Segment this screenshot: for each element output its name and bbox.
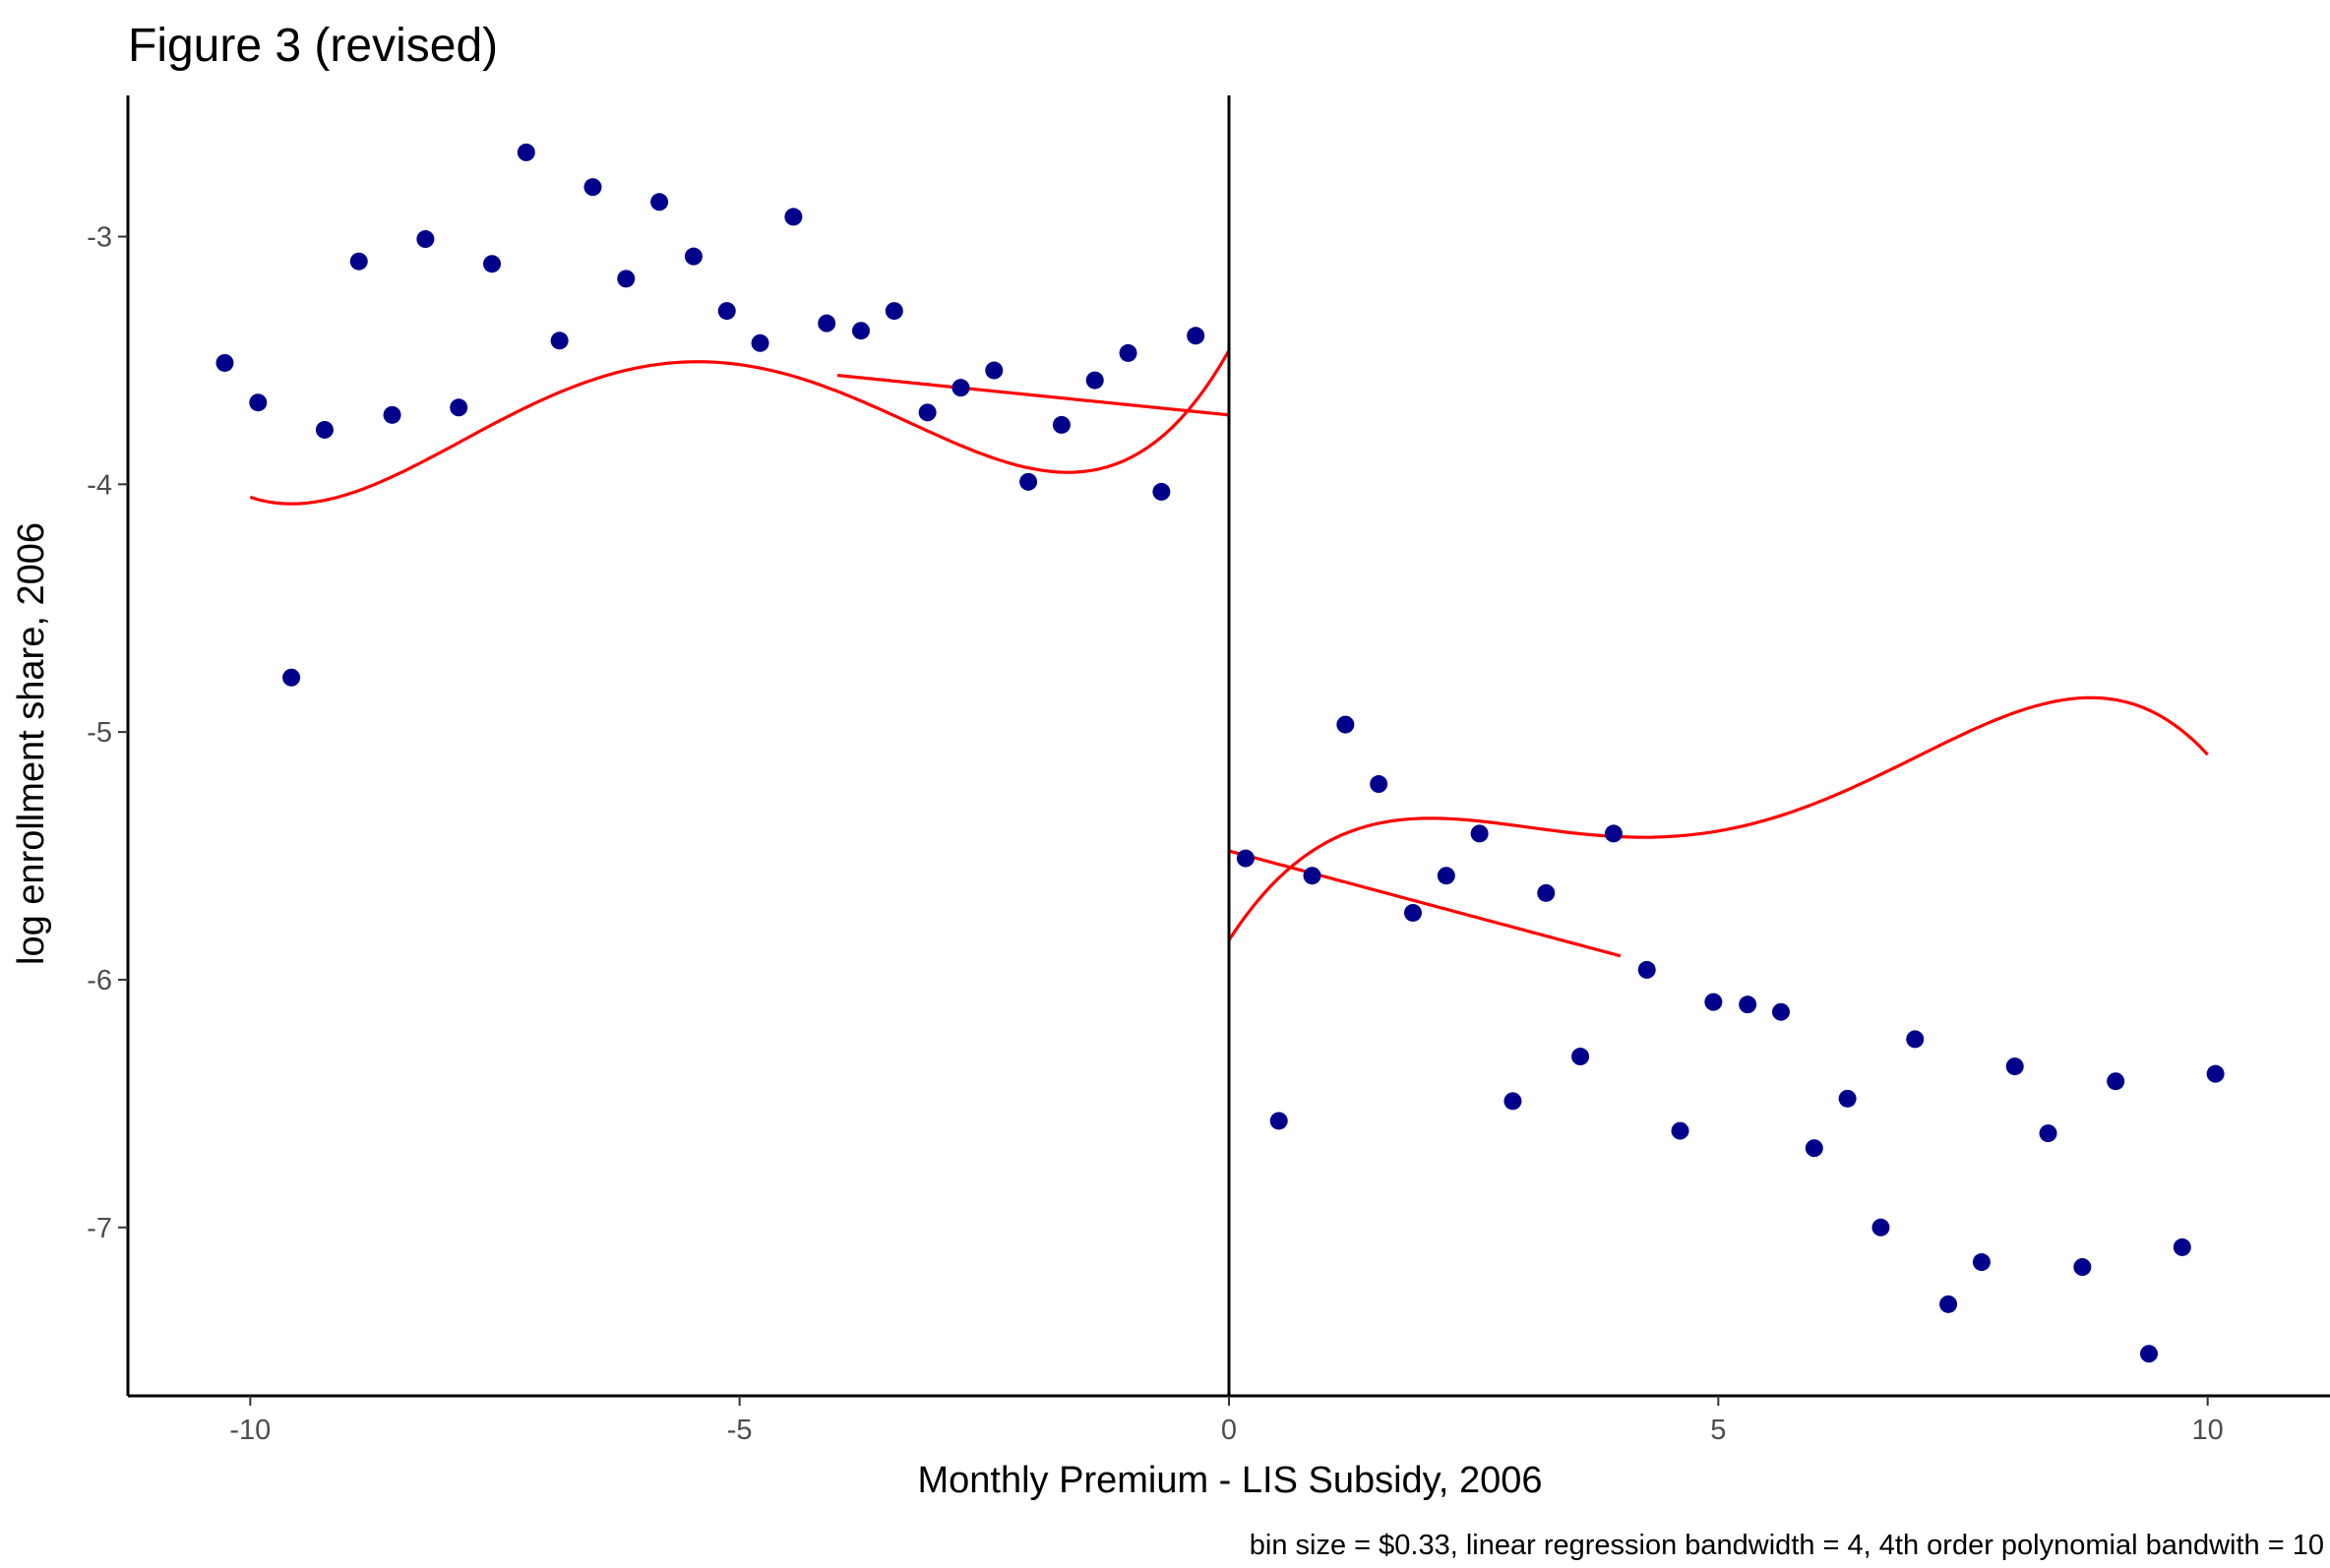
data-point	[1236, 849, 1255, 868]
data-point	[2073, 1258, 2092, 1277]
data-point	[1537, 883, 1556, 902]
data-point	[2139, 1345, 2158, 1363]
fit-line-poly4-left	[249, 349, 1231, 506]
data-point	[1604, 824, 1623, 843]
data-point	[918, 403, 937, 422]
data-point	[1303, 867, 1321, 885]
data-point	[1805, 1139, 1823, 1158]
data-point	[1571, 1048, 1590, 1066]
data-point	[1437, 867, 1455, 885]
y-tick-label: -7	[87, 1213, 112, 1244]
data-point	[1152, 482, 1171, 501]
data-point	[1739, 995, 1757, 1014]
data-point	[2039, 1124, 2057, 1143]
x-axis-ticks: -10 -5 0 5 10	[229, 1396, 2224, 1446]
data-point	[1771, 1002, 1790, 1021]
data-point	[1470, 824, 1489, 843]
y-axis-ticks: -3 -4 -5 -6 -7	[87, 222, 128, 1244]
x-axis-title: Monthly Premium - LIS Subsidy, 2006	[917, 1460, 1542, 1501]
y-tick-label: -5	[87, 717, 112, 749]
data-point	[315, 420, 334, 439]
data-point	[2173, 1237, 2191, 1256]
data-point	[416, 230, 435, 249]
data-point	[784, 208, 803, 226]
data-point	[2107, 1072, 2125, 1091]
y-axis-title: log enrollment share, 2006	[11, 522, 52, 965]
x-tick-label: 10	[2192, 1415, 2224, 1446]
data-point	[985, 361, 1004, 380]
data-point	[1838, 1089, 1857, 1108]
data-point	[1871, 1218, 1890, 1236]
data-point	[1503, 1092, 1522, 1111]
data-point	[1972, 1253, 1991, 1272]
data-point	[1187, 327, 1205, 345]
data-point	[2005, 1057, 2024, 1076]
x-tick-label: 0	[1221, 1415, 1237, 1446]
fit-line-linear-right	[1228, 849, 1622, 958]
data-point	[517, 143, 535, 161]
chart-caption: bin size = $0.33, linear regression band…	[1250, 1530, 2324, 1561]
data-point	[1370, 775, 1388, 794]
data-point	[1637, 960, 1656, 979]
data-point	[2206, 1064, 2225, 1083]
data-point	[1119, 343, 1137, 362]
data-point	[1269, 1112, 1288, 1130]
data-point	[852, 322, 871, 340]
fit-lines	[249, 349, 2209, 958]
data-point	[751, 333, 769, 352]
data-point	[650, 193, 669, 211]
x-tick-label: 5	[1710, 1415, 1726, 1446]
data-point	[349, 252, 368, 271]
data-point	[1336, 715, 1355, 734]
data-point	[1403, 903, 1422, 922]
data-point	[483, 255, 502, 273]
data-point	[1052, 415, 1071, 434]
data-point	[1939, 1295, 1958, 1313]
data-point	[215, 353, 234, 372]
data-point	[717, 302, 736, 321]
y-tick-label: -4	[87, 469, 112, 501]
x-tick-label: -10	[229, 1415, 271, 1446]
chart-title: Figure 3 (revised)	[128, 20, 498, 72]
fit-line-linear-left	[836, 373, 1230, 417]
data-point	[583, 178, 602, 197]
fit-line-poly4-right	[1227, 695, 2209, 941]
data-point	[885, 302, 903, 321]
data-point	[383, 405, 401, 424]
data-point	[1704, 993, 1723, 1011]
y-tick-label: -3	[87, 222, 112, 254]
y-tick-label: -6	[87, 965, 112, 996]
data-point	[249, 393, 268, 412]
x-tick-label: -5	[727, 1415, 753, 1446]
data-point	[818, 314, 836, 332]
data-point	[684, 247, 703, 266]
data-point	[450, 398, 468, 417]
data-point	[282, 668, 301, 687]
data-point	[1085, 371, 1104, 390]
data-point	[617, 270, 636, 288]
data-point	[951, 379, 970, 397]
data-points	[215, 143, 2225, 1363]
data-point	[550, 332, 569, 350]
data-point	[1906, 1030, 1925, 1049]
data-point	[1671, 1121, 1689, 1140]
data-point	[1019, 472, 1038, 491]
